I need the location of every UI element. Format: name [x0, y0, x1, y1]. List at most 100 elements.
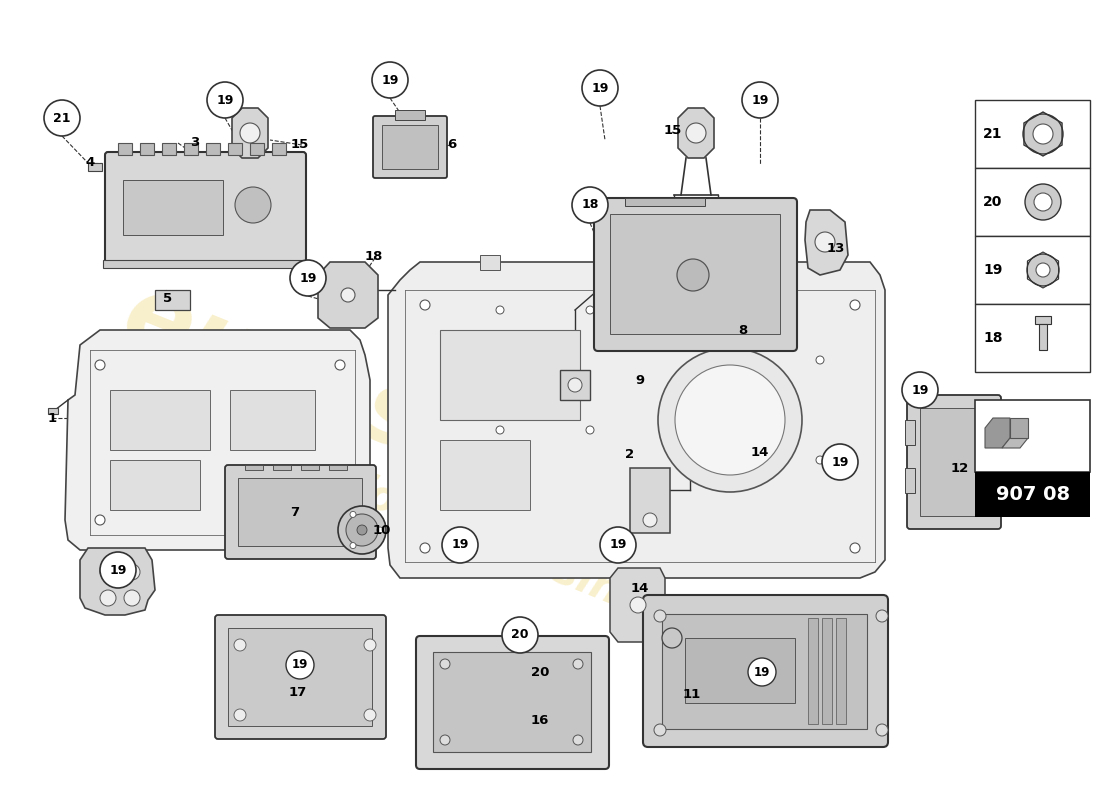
- Text: 12: 12: [950, 462, 969, 474]
- Text: 8: 8: [738, 323, 748, 337]
- Circle shape: [582, 70, 618, 106]
- Text: 15: 15: [290, 138, 309, 150]
- Text: 19: 19: [299, 271, 317, 285]
- FancyBboxPatch shape: [104, 152, 306, 263]
- Circle shape: [815, 232, 835, 252]
- Bar: [228, 628, 372, 726]
- Circle shape: [572, 187, 608, 223]
- Text: 19: 19: [592, 82, 608, 94]
- Bar: [250, 143, 264, 155]
- Bar: [1040, 324, 1047, 350]
- Text: 20: 20: [531, 666, 549, 678]
- Polygon shape: [805, 210, 848, 275]
- Circle shape: [336, 360, 345, 370]
- Circle shape: [95, 360, 104, 370]
- Text: 20: 20: [512, 629, 529, 642]
- Circle shape: [234, 709, 246, 721]
- Text: 21: 21: [53, 111, 70, 125]
- Circle shape: [372, 62, 408, 98]
- Circle shape: [234, 639, 246, 651]
- Bar: [118, 143, 132, 155]
- Circle shape: [686, 123, 706, 143]
- Text: 19: 19: [109, 563, 126, 577]
- FancyBboxPatch shape: [416, 636, 609, 769]
- Text: 17: 17: [289, 686, 307, 698]
- Text: 18: 18: [581, 198, 598, 211]
- Circle shape: [442, 527, 478, 563]
- Bar: [140, 143, 154, 155]
- Text: 19: 19: [451, 538, 469, 551]
- Circle shape: [207, 82, 243, 118]
- Bar: [272, 143, 286, 155]
- Bar: [245, 465, 263, 470]
- Circle shape: [440, 659, 450, 669]
- FancyBboxPatch shape: [644, 595, 888, 747]
- Circle shape: [338, 506, 386, 554]
- Circle shape: [573, 659, 583, 669]
- Circle shape: [654, 724, 666, 736]
- Text: eurospares: eurospares: [109, 266, 732, 594]
- Text: 20: 20: [983, 195, 1003, 209]
- Circle shape: [290, 260, 326, 296]
- Bar: [822, 618, 832, 724]
- Text: 6: 6: [448, 138, 456, 150]
- Bar: [630, 468, 670, 533]
- Text: 16: 16: [531, 714, 549, 726]
- Bar: [162, 143, 176, 155]
- Bar: [48, 408, 58, 414]
- Circle shape: [1027, 254, 1059, 286]
- Text: 19: 19: [983, 263, 1003, 277]
- Bar: [560, 370, 590, 400]
- Circle shape: [358, 525, 367, 535]
- Circle shape: [644, 513, 657, 527]
- Text: 5: 5: [164, 291, 173, 305]
- Text: 13: 13: [827, 242, 845, 254]
- Circle shape: [95, 515, 104, 525]
- Circle shape: [440, 735, 450, 745]
- Circle shape: [346, 514, 378, 546]
- Circle shape: [816, 356, 824, 364]
- Bar: [238, 478, 362, 546]
- Text: 1: 1: [47, 411, 56, 425]
- Circle shape: [586, 306, 594, 314]
- Bar: [975, 400, 1090, 472]
- Bar: [230, 390, 315, 450]
- Circle shape: [876, 724, 888, 736]
- Text: 19: 19: [911, 383, 928, 397]
- Circle shape: [568, 378, 582, 392]
- Bar: [685, 638, 795, 703]
- Text: 907 08: 907 08: [996, 486, 1070, 505]
- FancyBboxPatch shape: [214, 615, 386, 739]
- Text: 19: 19: [609, 538, 627, 551]
- Bar: [395, 110, 425, 120]
- FancyBboxPatch shape: [908, 395, 1001, 529]
- Circle shape: [816, 456, 824, 464]
- Circle shape: [100, 564, 116, 580]
- Circle shape: [124, 564, 140, 580]
- Circle shape: [1036, 263, 1050, 277]
- Bar: [206, 143, 220, 155]
- Circle shape: [350, 511, 356, 518]
- Circle shape: [600, 527, 636, 563]
- Circle shape: [676, 259, 710, 291]
- Bar: [975, 100, 1090, 168]
- Bar: [301, 465, 319, 470]
- Bar: [273, 465, 292, 470]
- Text: 4: 4: [86, 155, 95, 169]
- Polygon shape: [1002, 438, 1028, 448]
- Circle shape: [377, 527, 383, 533]
- Text: 14: 14: [630, 582, 649, 594]
- Bar: [155, 290, 190, 310]
- Circle shape: [240, 123, 260, 143]
- Text: 15: 15: [664, 123, 682, 137]
- Circle shape: [364, 709, 376, 721]
- Circle shape: [1033, 124, 1053, 144]
- Circle shape: [364, 639, 376, 651]
- Text: 10: 10: [373, 523, 392, 537]
- Polygon shape: [80, 548, 155, 615]
- Bar: [110, 460, 200, 510]
- Circle shape: [876, 610, 888, 622]
- Bar: [905, 420, 915, 445]
- Text: 19: 19: [382, 74, 398, 86]
- Circle shape: [341, 288, 355, 302]
